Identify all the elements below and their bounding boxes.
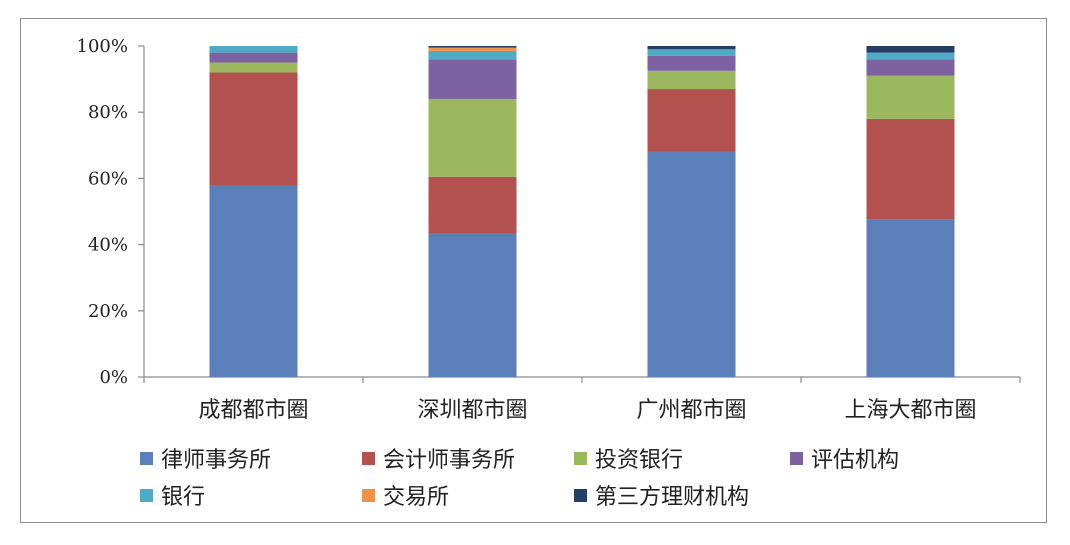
bar-segment	[866, 219, 955, 377]
plot-area: 0% 20% 40% 60% 80% 100% 成都都市圈 深圳都市圈 广州都市圈 上海大都市圈	[77, 36, 1021, 423]
bar-segment	[866, 52, 955, 60]
legend-label: 评估机构	[811, 448, 900, 473]
y-tick-label: 0%	[99, 367, 128, 388]
legend-item: 交易所	[362, 477, 449, 513]
bar-segment	[647, 55, 736, 71]
bar-segment	[209, 52, 298, 63]
legend-swatch	[790, 451, 803, 465]
x-category-label: 成都都市圈	[198, 398, 308, 423]
bar-segment	[209, 46, 298, 53]
legend-swatch	[574, 488, 587, 502]
y-tick-label: 100%	[77, 36, 128, 57]
legend: 律师事务所 会计师事务所 投资银行 评估机构银行 交易所 第三方理财机构	[140, 440, 1040, 520]
bar-segment	[428, 176, 517, 234]
legend-swatch	[140, 488, 153, 502]
legend-item: 投资银行	[574, 440, 683, 476]
legend-item: 会计师事务所	[362, 440, 515, 476]
bar-segment	[647, 70, 736, 90]
legend-item: 律师事务所	[140, 440, 271, 476]
y-tick-label: 60%	[88, 168, 128, 189]
legend-swatch	[140, 451, 153, 465]
legend-swatch	[362, 451, 375, 465]
bar-segment	[647, 89, 736, 152]
bar-segment	[428, 98, 517, 177]
bar-segment	[866, 59, 955, 76]
y-tick-label: 40%	[88, 235, 128, 256]
legend-label: 会计师事务所	[383, 448, 516, 473]
bar-segment	[209, 62, 298, 73]
bar-segment	[866, 46, 955, 53]
bar-segment	[647, 49, 736, 56]
bar-segment	[647, 46, 736, 50]
bar-segment	[209, 185, 298, 377]
legend-swatch	[362, 488, 375, 502]
bar-segment	[866, 75, 955, 119]
bar-segment	[209, 72, 298, 186]
legend-label: 第三方理财机构	[595, 485, 750, 510]
x-category-label: 广州都市圈	[636, 398, 746, 423]
bar-segment	[428, 47, 517, 51]
bar-segment	[428, 59, 517, 99]
legend-label: 银行	[161, 485, 206, 510]
bar-segment	[647, 151, 736, 377]
legend-label: 律师事务所	[161, 448, 272, 473]
legend-item: 第三方理财机构	[574, 477, 749, 513]
legend-item: 评估机构	[790, 440, 899, 476]
y-tick-label: 20%	[88, 301, 128, 322]
bar-segment	[866, 118, 955, 220]
legend-label: 投资银行	[595, 448, 684, 473]
bar-segment	[428, 233, 517, 377]
bar-segment	[428, 50, 517, 60]
x-category-label: 上海大都市圈	[844, 398, 976, 423]
y-tick-label: 80%	[88, 102, 128, 123]
bar-segment	[428, 46, 517, 48]
legend-label: 交易所	[383, 485, 450, 510]
x-category-label: 深圳都市圈	[417, 398, 527, 423]
legend-item: 银行	[140, 477, 205, 513]
legend-swatch	[574, 451, 587, 465]
